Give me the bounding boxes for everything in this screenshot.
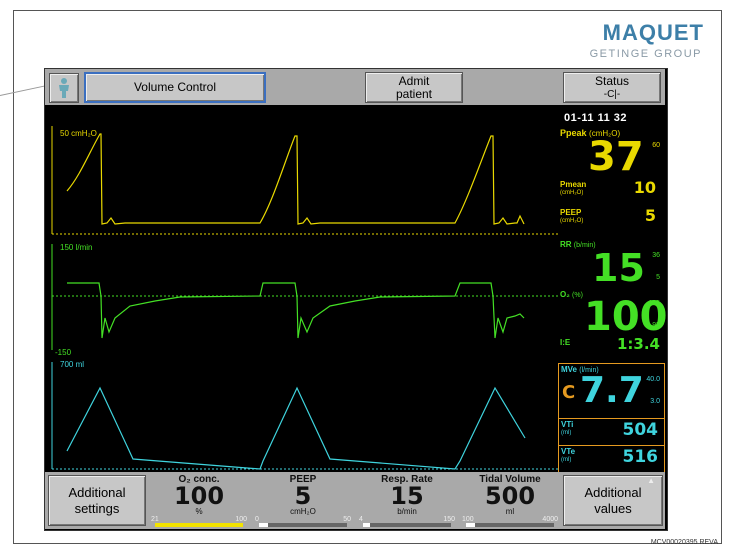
o2-conc-value: 100 [173,482,225,510]
vte-value: 516 [622,447,659,467]
peep-value: 5 [644,206,656,225]
expand-arrow-icon[interactable]: ▲ [647,476,655,485]
plug-icon: -C|- [603,88,621,100]
resp-rate-label: Resp. Rate [381,474,433,485]
pmean-label: Pmean [560,180,587,189]
rr-high-limit: 36 [652,252,660,259]
mve-low-limit: 3.0 [650,398,660,405]
figure-reference: MCV00020395 REVA [650,539,718,546]
o2-conc-label: O₂ conc. [178,474,220,485]
patient-category-button[interactable] [49,73,79,103]
volume-scale-label: 700 ml [60,360,85,369]
vte-label: VTe [561,447,576,456]
o2-conc-bar [155,523,243,527]
peep-setting[interactable]: PEEP 5 cmH₂O 0 50 [253,472,353,529]
peep-setting-max: 50 [343,516,351,523]
ie-value: 1:3.4 [616,335,660,353]
o2-conc-min: 21 [151,516,159,523]
maquet-logo: MAQUET [602,20,704,45]
tidal-volume-bar-fill [466,523,475,527]
ventilator-screen: Volume Control Admit patient Status -C|-… [44,68,668,531]
rr-unit: (b/min) [573,242,596,249]
peep-setting-unit: cmH₂O [290,507,316,516]
tidal-volume-setting[interactable]: Tidal Volume 500 ml 100 4000 [460,472,560,529]
pressure-scale-label: 50 cmH₂O [60,129,97,138]
vti-value: 504 [622,420,659,440]
tidal-volume-label: Tidal Volume [479,474,541,485]
flow-curve [67,282,525,339]
resp-rate-value: 15 [390,482,424,510]
waveform-area [51,126,558,470]
tidal-volume-value: 500 [484,482,536,510]
o2-label: O₂ [560,290,570,299]
mve-label: MVe [561,365,578,374]
o2-conc-bar-fill [155,523,243,527]
tidal-volume-max: 4000 [542,516,558,523]
bottom-bar: Additional settings O₂ conc. 100 % 21 10… [45,472,665,529]
resp-rate-max: 150 [443,516,455,523]
ppeak-label: Ppeak [560,128,587,138]
status-button[interactable]: Status -C|- [563,72,661,103]
peep-setting-bar-fill [259,523,268,527]
rr-value: 15 [592,246,645,290]
mve-unit: (l/min) [579,367,599,374]
tidal-volume-bar [466,523,554,527]
mve-value: 7.7 [580,370,644,411]
o2-unit: (%) [572,292,583,299]
peep-setting-label: PEEP [289,474,317,485]
rr-label: RR [560,240,572,249]
resp-rate-min: 4 [359,516,363,523]
status-label: Status [594,73,630,88]
ventilation-mode-button[interactable]: Volume Control [84,72,266,103]
resp-rate-setting[interactable]: Resp. Rate 15 b/min 4 150 [357,472,457,529]
vti-label: VTi [561,420,574,429]
ie-label: I:E [560,338,571,347]
ppeak-high-limit: 60 [652,142,660,149]
pressure-curve [66,133,525,225]
o2-conc-max: 100 [235,516,247,523]
admit-patient-button[interactable]: Admit patient [365,72,463,103]
tidal-volume-min: 100 [462,516,474,523]
measured-values-panel: 01-11 11 32 Ppeak (cmH₂O) 37 60 Pmean (cm… [558,106,668,473]
peep-setting-min: 0 [255,516,259,523]
o2-value: 100 [584,294,668,340]
flow-scale-bottom-label: -150 [55,348,72,357]
ppeak-unit: (cmH₂O) [589,129,621,138]
peep-label: PEEP [560,208,582,217]
volume-curve [66,386,526,470]
o2-high-limit: 105 [648,300,660,307]
person-icon [59,78,69,98]
additional-settings-button[interactable]: Additional settings [48,475,146,526]
o2-conc-unit: % [195,507,203,516]
resp-rate-unit: b/min [397,507,417,516]
vti-unit: (ml) [561,430,572,436]
resp-rate-bar-fill [363,523,371,527]
resp-rate-bar [363,523,451,527]
pmean-value: 10 [633,178,656,197]
o2-low-limit: 95 [652,322,660,329]
flow-scale-top-label: 150 l/min [60,243,93,252]
vte-unit: (ml) [561,457,572,463]
rr-low-limit: 5 [656,274,660,281]
additional-values-button[interactable]: Additional values [563,475,663,526]
top-bar: Volume Control Admit patient Status -C|- [45,69,665,105]
peep-setting-bar [259,523,347,527]
pmean-unit: (cmH₂O) [560,190,584,196]
o2-conc-setting[interactable]: O₂ conc. 100 % 21 100 [149,472,249,529]
ppeak-value: 37 [588,134,644,180]
date-time: 01-11 11 32 [564,112,628,124]
tidal-volume-unit: ml [505,507,515,516]
peep-setting-value: 5 [294,482,312,510]
mve-high-limit: 40.0 [646,376,660,383]
getinge-group-text: GETINGE GROUP [589,48,702,60]
mve-compensation-flag: C [562,382,576,403]
peep-unit: (cmH₂O) [560,218,584,224]
